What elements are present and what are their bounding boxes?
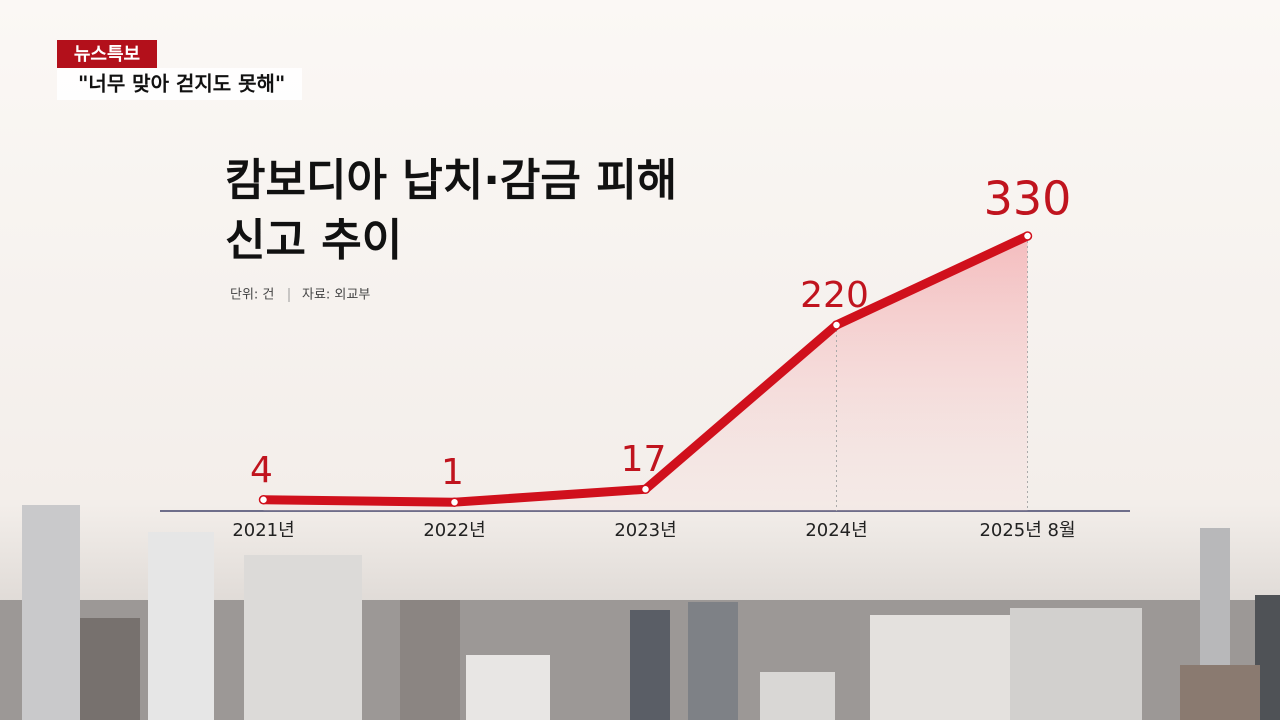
value-label: 220 — [800, 275, 869, 316]
value-label: 4 — [250, 450, 273, 491]
news-badge: 뉴스특보 — [74, 44, 140, 65]
x-tick-label: 2023년 — [614, 520, 676, 541]
value-label: 17 — [621, 439, 667, 480]
point — [831, 320, 842, 330]
caption-box — [57, 68, 302, 100]
point — [449, 497, 460, 507]
value-label: 1 — [441, 452, 464, 493]
point — [258, 495, 269, 505]
source-note: 자료: 외교부 — [302, 288, 370, 303]
chart-title: 신고 추이 — [225, 215, 402, 266]
news-caption: "너무 맞아 걷지도 못해" — [78, 72, 285, 96]
city-skyline — [0, 505, 1280, 720]
x-tick-label: 2024년 — [805, 520, 867, 541]
badge-box — [57, 40, 157, 68]
x-tick-label: 2021년 — [232, 520, 294, 541]
point — [640, 484, 651, 494]
x-tick-label: 2025년 8월 — [979, 520, 1075, 541]
plot: 2021년 2022년 2023년 2024년 2025년 8월 4 1 17 220 330 — [232, 172, 1075, 542]
chart-title: 캄보디아 납치·감금 피해 — [225, 155, 677, 206]
x-tick-label: 2022년 — [423, 520, 485, 541]
unit-note: 단위: 건 — [230, 288, 274, 303]
value-label: 330 — [984, 172, 1072, 226]
point — [1022, 231, 1033, 241]
area — [263, 236, 1028, 511]
